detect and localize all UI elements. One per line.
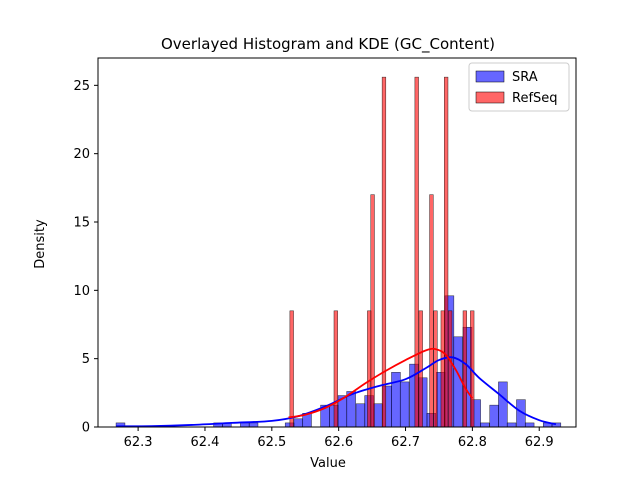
y-tick-label-3: 15	[73, 216, 90, 231]
y-axis-label: Density	[33, 219, 48, 269]
bar-refseq-4	[381, 76, 387, 428]
bar-refseq-0	[289, 310, 294, 428]
y-tick-label-1: 5	[82, 352, 90, 367]
y-tick-label-4: 20	[73, 147, 90, 162]
bar-sra-12	[355, 403, 366, 428]
legend-label-1: RefSeq	[512, 91, 558, 106]
x-tick-label-0: 62.3	[124, 435, 153, 450]
plot-frame	[97, 57, 577, 428]
bar-refseq-3	[370, 194, 375, 428]
bar-refseq-6	[418, 310, 423, 428]
bar-refseq-8	[433, 310, 438, 428]
x-tick-label-4: 62.7	[391, 435, 420, 450]
series-refseq-bars	[289, 76, 475, 428]
x-axis: 62.3 62.4 62.5 62.6 62.7 62.8 62.9	[124, 427, 554, 450]
bar-refseq-1	[333, 310, 338, 428]
kde-line-sra	[116, 356, 557, 428]
bar-sra-28	[498, 381, 508, 428]
bar-sra-26	[480, 422, 490, 428]
series-sra-bars	[115, 295, 562, 428]
y-axis: 0 5 10 15 20 25	[73, 79, 98, 436]
bar-sra-29	[506, 422, 517, 428]
bar-sra-3	[240, 422, 250, 428]
x-axis-label: Value	[310, 456, 346, 471]
x-tick-label-6: 62.9	[525, 435, 554, 450]
legend-swatch-0	[475, 70, 505, 83]
bar-refseq-10	[444, 76, 449, 428]
legend-swatch-1	[475, 91, 505, 104]
y-tick-label-2: 10	[73, 284, 90, 299]
kde-layer	[116, 347, 557, 428]
bar-sra-27	[489, 404, 499, 428]
bar-sra-17	[399, 381, 410, 428]
x-tick-label-3: 62.6	[324, 435, 353, 450]
y-tick-label-5: 25	[73, 79, 90, 94]
kde-line-refseq	[288, 347, 474, 419]
bar-refseq-11	[448, 310, 453, 428]
x-tick-label-5: 62.8	[458, 435, 487, 450]
bar-sra-14	[373, 403, 383, 428]
legend: SRA RefSeq	[468, 62, 570, 112]
x-tick-label-2: 62.5	[257, 435, 286, 450]
bar-sra-4	[248, 422, 259, 428]
legend-label-0: SRA	[512, 70, 538, 85]
chart-title: Overlayed Histogram and KDE (GC_Content)	[161, 35, 495, 54]
bar-refseq-12	[462, 310, 467, 428]
bar-sra-31	[524, 422, 535, 428]
y-tick-label-0: 0	[82, 421, 90, 436]
bar-sra-6	[293, 418, 304, 428]
bar-refseq-7	[429, 194, 434, 428]
bars-layer	[115, 76, 562, 428]
x-tick-label-1: 62.4	[190, 435, 219, 450]
